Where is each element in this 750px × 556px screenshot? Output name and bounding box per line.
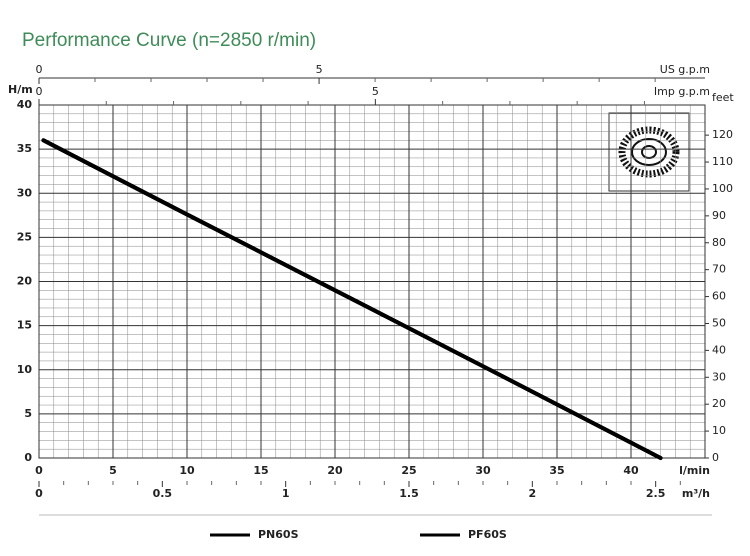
tick-label: 1.5 <box>399 487 419 500</box>
tick-label: 0.5 <box>153 487 173 500</box>
y-tick-label: 30 <box>17 186 33 199</box>
y2-tick-label: 70 <box>712 263 726 276</box>
tick-label: 0 <box>36 63 43 76</box>
plot: 0 5 10 15 20 25 30 35 40051015202530354001020304… <box>8 63 734 541</box>
x-tick-label: 30 <box>475 464 491 477</box>
legend-label: PN60S <box>258 528 299 541</box>
y-tick-label: 40 <box>17 98 33 111</box>
x-tick-label: 10 <box>179 464 195 477</box>
x-tick-label: 0 <box>35 464 43 477</box>
y2-tick-label: 100 <box>712 182 733 195</box>
axis-label: m³/h <box>682 487 710 500</box>
y2-tick-label: 30 <box>712 370 726 383</box>
x-tick-label: 35 <box>549 464 564 477</box>
y2-tick-label: 20 <box>712 397 726 410</box>
y-tick-label: 10 <box>17 363 33 376</box>
y-tick-label: 20 <box>17 275 33 288</box>
tick-label: 2 <box>529 487 537 500</box>
y2-tick-label: 90 <box>712 209 726 222</box>
y-tick-label: 25 <box>17 230 32 243</box>
x-tick-label: 20 <box>327 464 343 477</box>
y-tick-label: 5 <box>24 407 32 420</box>
y2-axis-label: feet <box>712 91 734 104</box>
y-tick-label: 15 <box>17 319 32 332</box>
y2-tick-label: 80 <box>712 236 726 249</box>
y2-tick-label: 0 <box>712 451 719 464</box>
x-axis-label: l/min <box>679 464 710 477</box>
curve <box>41 138 663 460</box>
y-axis-label: H/m <box>8 83 33 96</box>
tick-label: 2.5 <box>646 487 666 500</box>
tick-label: 0 <box>35 487 43 500</box>
tick-label: 1 <box>282 487 290 500</box>
y2-tick-label: 120 <box>712 128 733 141</box>
tick-label: 0 <box>36 85 43 98</box>
legend-label: PF60S <box>468 528 507 541</box>
pump-image <box>608 112 690 192</box>
axis-label: US g.p.m <box>660 63 710 76</box>
x-tick-label: 25 <box>401 464 416 477</box>
y-tick-label: 35 <box>17 142 32 155</box>
y2-tick-label: 10 <box>712 424 726 437</box>
axis-label: Imp g.p.m <box>654 85 710 98</box>
tick-label: 5 <box>316 63 323 76</box>
y2-tick-label: 50 <box>712 316 726 329</box>
x-tick-label: 15 <box>253 464 268 477</box>
y-tick-label: 0 <box>24 451 32 464</box>
y2-tick-label: 40 <box>712 343 726 356</box>
tick-label: 5 <box>372 85 379 98</box>
chart-title: Performance Curve (n=2850 r/min) <box>22 30 316 51</box>
x-tick-label: 40 <box>623 464 639 477</box>
y2-tick-label: 60 <box>712 290 726 303</box>
y2-tick-label: 110 <box>712 155 733 168</box>
x-tick-label: 5 <box>109 464 117 477</box>
